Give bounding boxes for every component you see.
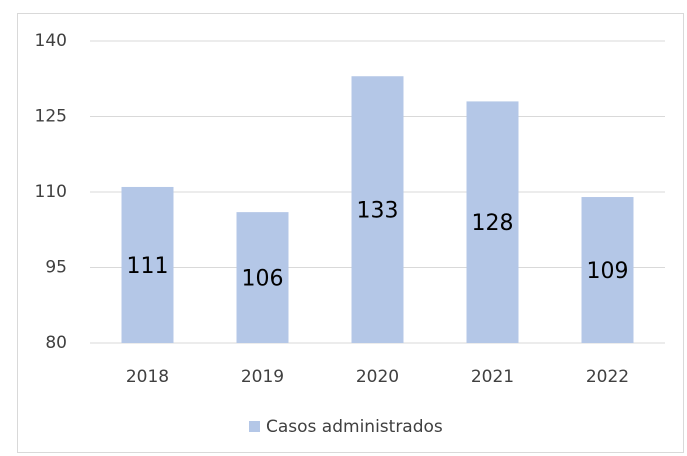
y-tick-label: 80 bbox=[45, 333, 67, 353]
data-label: 133 bbox=[357, 199, 399, 224]
y-tick-label: 140 bbox=[35, 31, 67, 51]
x-tick-label: 2019 bbox=[241, 367, 284, 387]
x-tick-label: 2021 bbox=[471, 367, 514, 387]
bar bbox=[466, 101, 519, 344]
x-tick-label: 2020 bbox=[356, 367, 399, 387]
x-tick-label: 2022 bbox=[586, 367, 629, 387]
y-tick-label: 95 bbox=[45, 258, 67, 278]
y-tick-label: 125 bbox=[35, 107, 67, 127]
bar bbox=[581, 197, 634, 343]
data-label: 109 bbox=[587, 259, 629, 284]
bar bbox=[236, 212, 289, 343]
bar bbox=[121, 186, 174, 343]
x-tick-label: 2018 bbox=[126, 367, 169, 387]
legend-label: Casos administrados bbox=[266, 417, 443, 437]
legend-swatch bbox=[249, 421, 260, 432]
bar bbox=[351, 76, 404, 343]
data-label: 128 bbox=[472, 211, 514, 236]
y-tick-label: 110 bbox=[35, 182, 67, 202]
data-label: 106 bbox=[242, 267, 284, 292]
data-label: 111 bbox=[127, 254, 169, 279]
